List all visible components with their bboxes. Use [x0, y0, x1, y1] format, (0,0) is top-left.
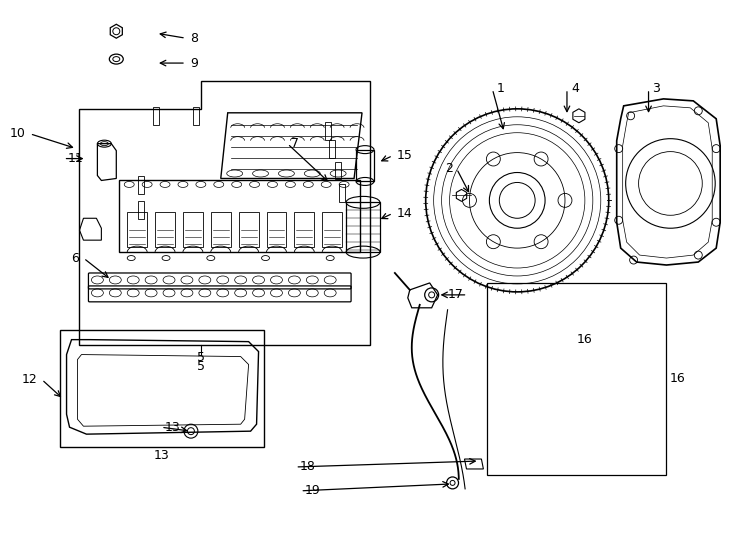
- Text: 4: 4: [571, 83, 579, 96]
- Bar: [356, 150, 374, 181]
- Bar: [183, 212, 203, 247]
- Bar: [322, 212, 342, 247]
- Text: 13: 13: [153, 449, 169, 462]
- Bar: [335, 161, 341, 179]
- Text: 2: 2: [445, 162, 453, 175]
- Bar: [211, 212, 230, 247]
- Bar: [487, 283, 666, 475]
- Text: 9: 9: [190, 57, 197, 70]
- Bar: [346, 202, 380, 252]
- Text: 10: 10: [10, 127, 26, 140]
- Text: 13: 13: [165, 421, 181, 434]
- Text: 19: 19: [305, 484, 320, 497]
- Text: 15: 15: [397, 149, 413, 162]
- Text: 14: 14: [397, 207, 413, 220]
- Text: 6: 6: [72, 252, 79, 265]
- Bar: [329, 140, 335, 158]
- Bar: [339, 185, 345, 202]
- Bar: [239, 212, 258, 247]
- Bar: [138, 201, 144, 219]
- Text: 12: 12: [22, 373, 37, 386]
- Text: 7: 7: [291, 137, 299, 150]
- Bar: [155, 212, 175, 247]
- Text: 3: 3: [653, 83, 661, 96]
- Text: 1: 1: [496, 83, 504, 96]
- Text: 17: 17: [448, 288, 463, 301]
- Bar: [153, 107, 159, 125]
- Bar: [325, 122, 331, 140]
- Bar: [120, 180, 360, 252]
- Text: 11: 11: [68, 152, 83, 165]
- Text: 18: 18: [299, 461, 315, 474]
- Bar: [59, 330, 264, 447]
- Text: 5: 5: [197, 351, 205, 364]
- Text: 16: 16: [577, 333, 592, 346]
- Bar: [127, 212, 147, 247]
- Text: 8: 8: [190, 32, 198, 45]
- Bar: [138, 177, 144, 194]
- Bar: [193, 107, 199, 125]
- Text: 5: 5: [197, 360, 205, 373]
- Bar: [294, 212, 314, 247]
- Bar: [266, 212, 286, 247]
- Text: 16: 16: [669, 372, 685, 385]
